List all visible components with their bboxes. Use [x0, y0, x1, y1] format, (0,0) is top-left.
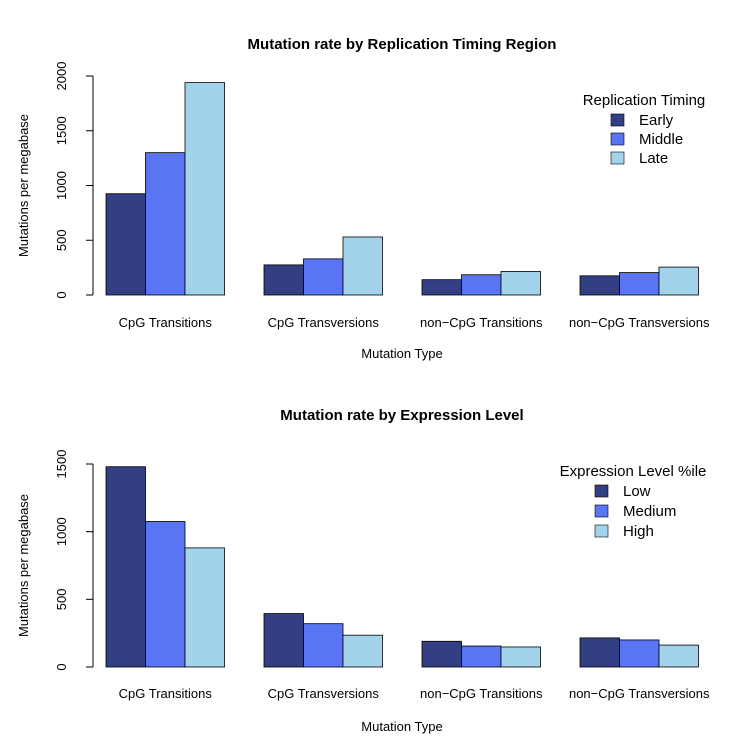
legend-swatch-late: [610, 151, 625, 165]
bar-late-2: [342, 236, 383, 296]
legend-swatch-high: [594, 524, 609, 538]
x-category-label: non−CpG Transitions: [420, 686, 543, 701]
bar-low-3: [421, 640, 462, 668]
bar-middle-2: [303, 258, 344, 296]
bar-medium-4: [619, 639, 660, 668]
bar-medium-2: [303, 623, 344, 668]
bar-high-1: [184, 547, 225, 668]
bar-late-1: [184, 82, 225, 296]
bar-low-2: [263, 613, 304, 668]
legend-swatch-middle: [610, 132, 625, 146]
legend-swatch-medium: [594, 504, 609, 518]
chart-panel-1: Mutation rate by Replication Timing Regi…: [16, 36, 710, 361]
x-category-label: CpG Transversions: [268, 315, 380, 330]
y-tick-label: 0: [54, 291, 69, 298]
legend-title: Replication Timing: [583, 92, 706, 109]
legend-label-medium: Medium: [623, 503, 676, 520]
y-tick-label: 1000: [54, 517, 69, 546]
bar-early-3: [421, 279, 462, 296]
x-category-label: CpG Transversions: [268, 686, 380, 701]
legend: Expression Level %ile Low Medium High: [560, 463, 707, 540]
legend-label-late: Late: [639, 150, 668, 167]
y-tick-label: 2000: [54, 62, 69, 91]
x-category-label: non−CpG Transitions: [420, 315, 543, 330]
legend-label-early: Early: [639, 112, 674, 129]
y-axis-title: Mutations per megabase: [16, 114, 31, 257]
bar-early-4: [579, 275, 620, 296]
y-tick-label: 0: [54, 663, 69, 670]
bar-late-4: [658, 266, 699, 296]
bar-middle-3: [461, 274, 502, 296]
legend-label-high: High: [623, 523, 654, 540]
chart-panel-2: Mutation rate by Expression Level 0 500 100…: [16, 407, 710, 734]
legend-label-low: Low: [623, 483, 651, 500]
chart-title: Mutation rate by Expression Level: [280, 407, 523, 424]
bar-low-4: [579, 637, 620, 668]
bar-middle-4: [619, 272, 660, 296]
bar-high-2: [342, 634, 383, 668]
bar-late-3: [500, 271, 541, 296]
x-category-label: CpG Transitions: [119, 686, 213, 701]
bar-middle-1: [145, 152, 186, 296]
y-axis-title: Mutations per megabase: [16, 494, 31, 637]
x-axis-title: Mutation Type: [361, 719, 442, 734]
y-tick-label: 1500: [54, 450, 69, 479]
y-tick-label: 500: [54, 588, 69, 610]
y-tick-label: 1500: [54, 116, 69, 145]
x-category-label: non−CpG Transversions: [569, 686, 710, 701]
legend-label-middle: Middle: [639, 131, 683, 148]
bar-early-2: [263, 264, 304, 296]
y-tick-label: 1000: [54, 171, 69, 200]
x-category-label: non−CpG Transversions: [569, 315, 710, 330]
x-category-label: CpG Transitions: [119, 315, 213, 330]
y-tick-label: 500: [54, 229, 69, 251]
bar-medium-1: [145, 521, 186, 668]
legend-swatch-early: [610, 113, 625, 127]
legend-swatch-low: [594, 484, 609, 498]
bar-medium-3: [461, 645, 502, 668]
chart-title: Mutation rate by Replication Timing Regi…: [248, 36, 557, 53]
bar-high-4: [658, 644, 699, 668]
bar-early-1: [105, 193, 146, 296]
legend-title: Expression Level %ile: [560, 463, 707, 480]
x-axis-title: Mutation Type: [361, 346, 442, 361]
bar-high-3: [500, 646, 541, 668]
legend: Replication Timing Early Middle Late: [583, 92, 706, 167]
bar-low-1: [105, 466, 146, 668]
